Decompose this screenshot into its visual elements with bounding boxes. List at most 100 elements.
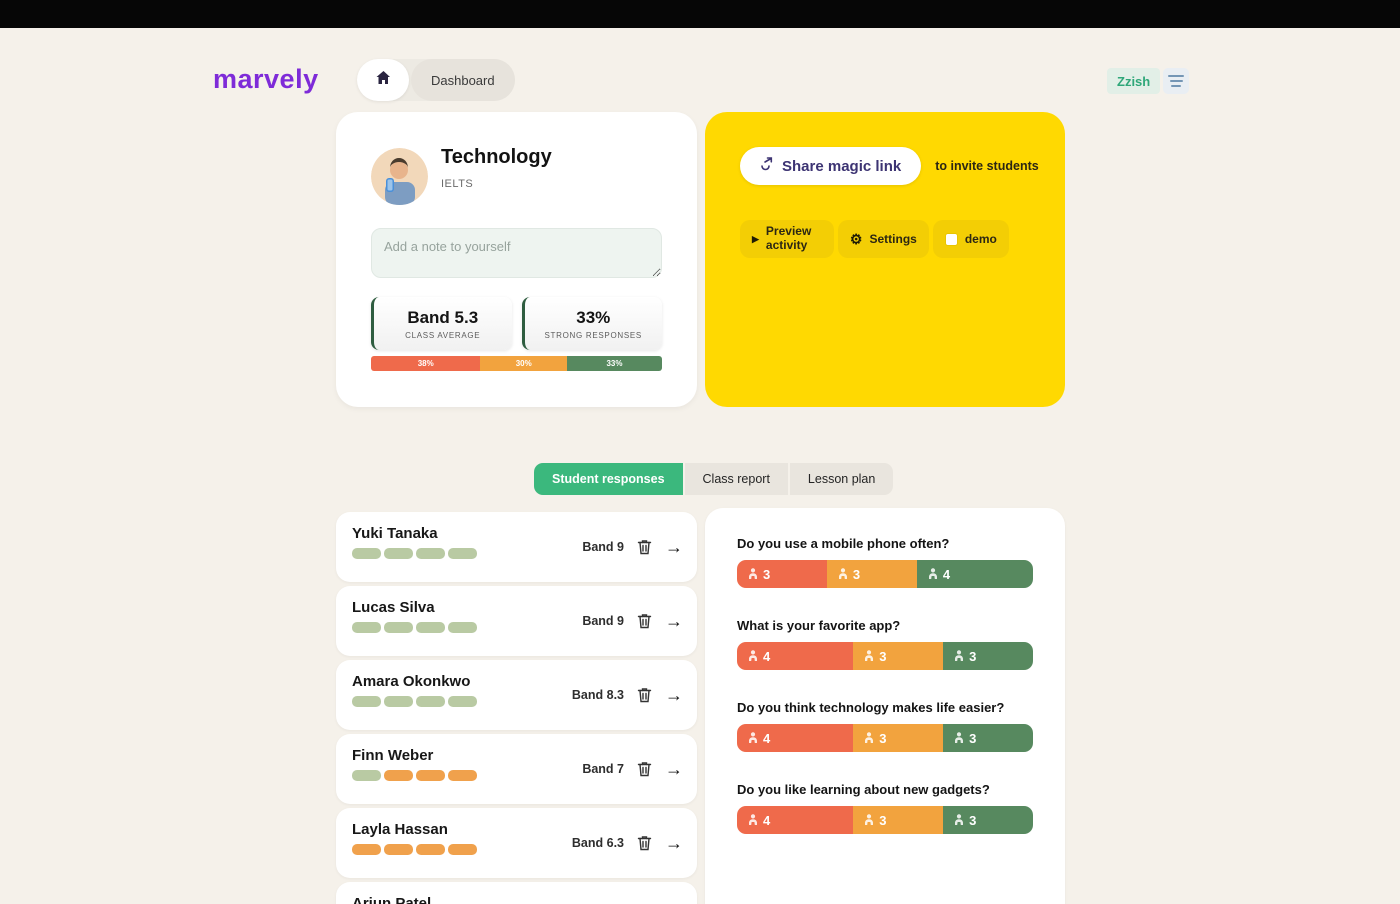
student-row[interactable]: Layla Hassan Band 6.3 →	[336, 808, 697, 878]
question-answer-segment: 3	[943, 806, 1033, 834]
stat-value: 33%	[576, 307, 611, 327]
stat-strong-responses: 33% STRONG RESPONSES	[521, 297, 662, 350]
answer-segment	[448, 770, 477, 781]
student-band: Band 7	[582, 762, 624, 776]
tab-lesson-plan[interactable]: Lesson plan	[789, 463, 894, 495]
person-icon	[954, 731, 964, 746]
tab-label: Class report	[702, 472, 770, 486]
trash-icon	[637, 540, 652, 555]
distribution-segment: 38%	[371, 356, 481, 371]
demo-checkbox[interactable]	[944, 232, 958, 246]
preview-activity-button[interactable]: ▶ Preview activity	[740, 220, 834, 258]
gear-icon: ⚙	[849, 231, 863, 247]
delete-student-button[interactable]	[637, 613, 652, 629]
preview-activity-label: Preview activity	[765, 224, 812, 252]
share-hint: to invite students	[935, 159, 1039, 173]
question-answer-bar: 3 3 4	[737, 560, 1033, 588]
open-student-button[interactable]: →	[665, 611, 683, 632]
tab-class-report[interactable]: Class report	[684, 463, 790, 495]
content-tabs: Student responses Class report Lesson pl…	[534, 463, 894, 495]
student-name: Yuki Tanaka	[352, 525, 438, 542]
zzish-label: Zzish	[1117, 73, 1151, 89]
student-row[interactable]: Yuki Tanaka Band 9 →	[336, 512, 697, 582]
distribution-segment: 33%	[566, 356, 662, 371]
trash-icon	[637, 762, 652, 777]
question-list: Do you use a mobile phone often? 3 3 4 Wha…	[737, 536, 1033, 834]
open-student-button[interactable]: →	[665, 537, 683, 558]
marvely-logo: marvely	[213, 64, 319, 94]
arrow-right-icon: →	[665, 610, 683, 631]
trash-icon	[637, 688, 652, 703]
open-student-button[interactable]: →	[665, 833, 683, 854]
delete-student-button[interactable]	[637, 687, 652, 703]
answer-count: 3	[969, 648, 977, 664]
question-answer-segment: 3	[853, 724, 944, 752]
arrow-right-icon: →	[665, 684, 683, 705]
student-row[interactable]: Lucas Silva Band 9 →	[336, 586, 697, 656]
stats-row: Band 5.3 CLASS AVERAGE 33% STRONG RESPON…	[371, 297, 662, 350]
student-band: Band 9	[582, 614, 624, 628]
answer-count: 3	[969, 812, 977, 828]
person-icon	[748, 813, 758, 828]
answer-segment	[384, 622, 413, 633]
student-answer-segments	[352, 548, 477, 559]
question-block: Do you use a mobile phone often? 3 3 4	[737, 536, 1033, 588]
answer-segment	[448, 622, 477, 633]
student-band: Band 6.3	[571, 836, 624, 850]
question-answer-bar: 4 3 3	[737, 642, 1033, 670]
share-button-label: Share magic link	[782, 157, 902, 175]
stat-value: Band 5.3	[407, 307, 479, 327]
settings-button[interactable]: ⚙ Settings	[837, 220, 929, 258]
question-block: Do you think technology makes life easie…	[737, 700, 1033, 752]
answer-segment	[416, 844, 445, 855]
question-answer-segment: 4	[737, 724, 854, 752]
delete-student-button[interactable]	[637, 761, 652, 777]
question-answer-bar: 4 3 3	[737, 806, 1033, 834]
answer-count: 4	[942, 566, 951, 582]
trash-icon	[637, 614, 652, 629]
menu-lines-icon[interactable]	[1163, 68, 1189, 94]
person-icon	[748, 731, 758, 746]
student-answer-segments	[352, 770, 477, 781]
answer-segment	[416, 622, 445, 633]
answer-segment	[352, 622, 381, 633]
tab-label: Student responses	[552, 472, 665, 486]
person-icon	[864, 731, 874, 746]
question-text: Do you use a mobile phone often?	[737, 536, 950, 551]
open-student-button[interactable]: →	[665, 759, 683, 780]
home-button[interactable]	[357, 59, 409, 101]
note-input[interactable]	[371, 228, 662, 278]
person-icon	[838, 567, 848, 582]
question-answer-segment: 3	[943, 724, 1033, 752]
answer-segment	[448, 696, 477, 707]
dashboard-label: Dashboard	[431, 72, 495, 88]
person-icon	[954, 813, 964, 828]
tab-dashboard[interactable]: Dashboard	[411, 59, 515, 101]
question-answer-segment: 4	[737, 806, 854, 834]
answer-segment	[416, 696, 445, 707]
share-card: Share magic link to invite students ▶ Pr…	[705, 112, 1065, 407]
share-magic-link-button[interactable]: Share magic link	[740, 147, 922, 185]
answer-segment	[384, 548, 413, 559]
person-icon	[928, 567, 938, 582]
activity-subtitle: IELTS	[441, 178, 474, 190]
student-name: Finn Weber	[352, 747, 434, 764]
main-nav: Dashboard	[357, 59, 515, 101]
person-icon	[748, 649, 758, 664]
student-row[interactable]: Finn Weber Band 7 →	[336, 734, 697, 804]
tab-student-responses[interactable]: Student responses	[534, 463, 685, 495]
open-student-button[interactable]: →	[665, 685, 683, 706]
answer-segment	[352, 844, 381, 855]
question-answer-segment: 4	[737, 642, 854, 670]
student-list: Yuki Tanaka Band 9 → Lucas Silva Band 9	[336, 512, 697, 904]
demo-toggle-button[interactable]: demo	[932, 220, 1009, 258]
zzish-button[interactable]: Zzish	[1107, 68, 1161, 94]
student-row[interactable]: Amara Okonkwo Band 8.3 →	[336, 660, 697, 730]
distribution-segment: 30%	[480, 356, 567, 371]
student-row[interactable]: Arjun Patel →	[336, 882, 697, 904]
student-name: Layla Hassan	[352, 821, 448, 838]
delete-student-button[interactable]	[637, 835, 652, 851]
delete-student-button[interactable]	[637, 539, 652, 555]
answer-segment	[448, 844, 477, 855]
trash-icon	[637, 836, 652, 851]
